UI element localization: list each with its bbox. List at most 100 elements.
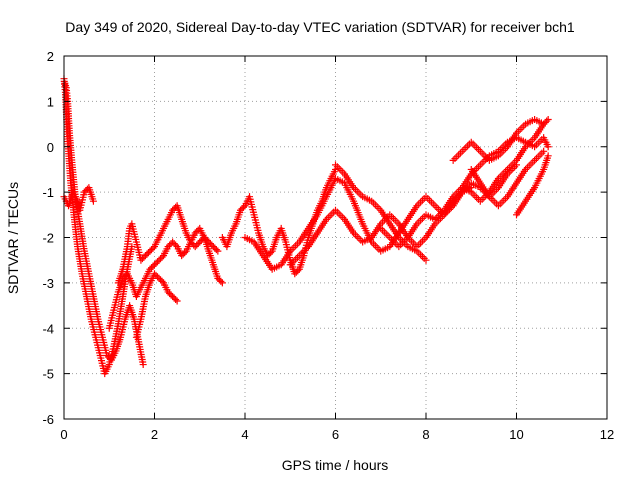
data-point bbox=[460, 145, 468, 153]
data-point bbox=[532, 155, 540, 163]
data-point bbox=[371, 201, 379, 209]
data-point bbox=[166, 241, 174, 249]
x-tick-label: 4 bbox=[241, 427, 248, 442]
data-point bbox=[531, 156, 539, 164]
series-track-15 bbox=[513, 152, 552, 219]
data-point bbox=[169, 206, 177, 214]
data-point bbox=[536, 137, 544, 145]
data-point bbox=[173, 297, 181, 305]
data-point bbox=[147, 246, 155, 254]
data-point bbox=[166, 289, 174, 297]
data-point bbox=[149, 262, 157, 270]
data-point bbox=[333, 208, 341, 216]
data-point bbox=[544, 116, 552, 124]
data-point bbox=[424, 194, 432, 202]
data-point bbox=[429, 200, 437, 208]
data-point bbox=[489, 196, 497, 204]
data-point bbox=[544, 152, 552, 160]
data-point bbox=[214, 274, 222, 282]
data-point bbox=[328, 210, 336, 218]
data-point bbox=[294, 267, 302, 275]
data-point bbox=[427, 198, 435, 206]
data-point bbox=[540, 147, 548, 155]
data-point bbox=[375, 204, 383, 212]
data-point bbox=[197, 237, 205, 245]
data-point bbox=[214, 247, 222, 255]
data-point bbox=[449, 156, 457, 164]
data-point bbox=[212, 246, 220, 254]
data-point bbox=[218, 279, 226, 287]
data-point bbox=[141, 252, 149, 260]
data-point bbox=[467, 138, 475, 146]
series-track-9 bbox=[286, 161, 520, 269]
data-point bbox=[146, 265, 154, 273]
data-point bbox=[476, 197, 484, 205]
data-point bbox=[500, 196, 508, 204]
data-point bbox=[339, 168, 347, 176]
data-point bbox=[426, 196, 434, 204]
data-point bbox=[422, 193, 430, 201]
data-point bbox=[523, 164, 531, 172]
data-point bbox=[152, 271, 160, 279]
series-track-6 bbox=[132, 270, 181, 341]
data-point bbox=[179, 250, 187, 258]
y-tick-label: -5 bbox=[42, 367, 54, 382]
data-point bbox=[158, 253, 166, 261]
chart-title: Day 349 of 2020, Sidereal Day-to-day VTE… bbox=[65, 19, 575, 35]
data-point bbox=[337, 212, 345, 220]
data-point bbox=[169, 292, 177, 300]
data-point bbox=[164, 288, 172, 296]
data-point bbox=[157, 276, 165, 284]
data-point bbox=[540, 120, 548, 128]
data-point bbox=[293, 240, 301, 248]
data-point bbox=[398, 239, 406, 247]
data-point bbox=[453, 153, 461, 161]
data-point bbox=[418, 237, 426, 245]
data-point bbox=[193, 241, 201, 249]
data-point bbox=[532, 141, 540, 149]
data-point bbox=[494, 202, 502, 210]
data-point bbox=[196, 238, 204, 246]
data-point bbox=[476, 147, 484, 155]
data-point bbox=[140, 253, 148, 261]
data-point bbox=[418, 253, 426, 261]
data-point bbox=[167, 291, 175, 299]
data-point bbox=[172, 241, 180, 249]
data-point bbox=[415, 241, 423, 249]
data-point bbox=[236, 206, 244, 214]
data-point bbox=[375, 245, 383, 253]
data-point bbox=[103, 351, 111, 359]
data-point bbox=[529, 158, 537, 166]
x-axis-label: GPS time / hours bbox=[282, 457, 389, 473]
data-point bbox=[478, 149, 486, 157]
data-point bbox=[516, 126, 524, 134]
data-point bbox=[417, 198, 425, 206]
data-point bbox=[395, 243, 403, 251]
data-point bbox=[458, 147, 466, 155]
data-point bbox=[172, 296, 180, 304]
data-point bbox=[431, 202, 439, 210]
data-point bbox=[456, 149, 464, 157]
data-point bbox=[478, 159, 486, 167]
data-point bbox=[502, 194, 510, 202]
data-point bbox=[417, 251, 425, 259]
data-point bbox=[239, 203, 247, 211]
data-point bbox=[151, 270, 158, 278]
data-point bbox=[104, 353, 112, 361]
data-point bbox=[357, 236, 365, 244]
data-point bbox=[391, 216, 399, 224]
data-point bbox=[496, 200, 504, 208]
data-point bbox=[158, 277, 166, 285]
data-point bbox=[155, 274, 163, 282]
y-tick-label: 1 bbox=[47, 94, 54, 109]
data-point bbox=[215, 276, 223, 284]
data-point bbox=[418, 196, 426, 204]
data-point bbox=[382, 230, 390, 238]
data-point bbox=[89, 197, 97, 205]
data-point bbox=[397, 241, 405, 249]
data-point bbox=[433, 204, 441, 212]
data-point bbox=[138, 255, 146, 263]
data-point bbox=[518, 124, 526, 132]
series-track-3 bbox=[60, 184, 97, 214]
y-tick-label: -6 bbox=[42, 412, 54, 427]
